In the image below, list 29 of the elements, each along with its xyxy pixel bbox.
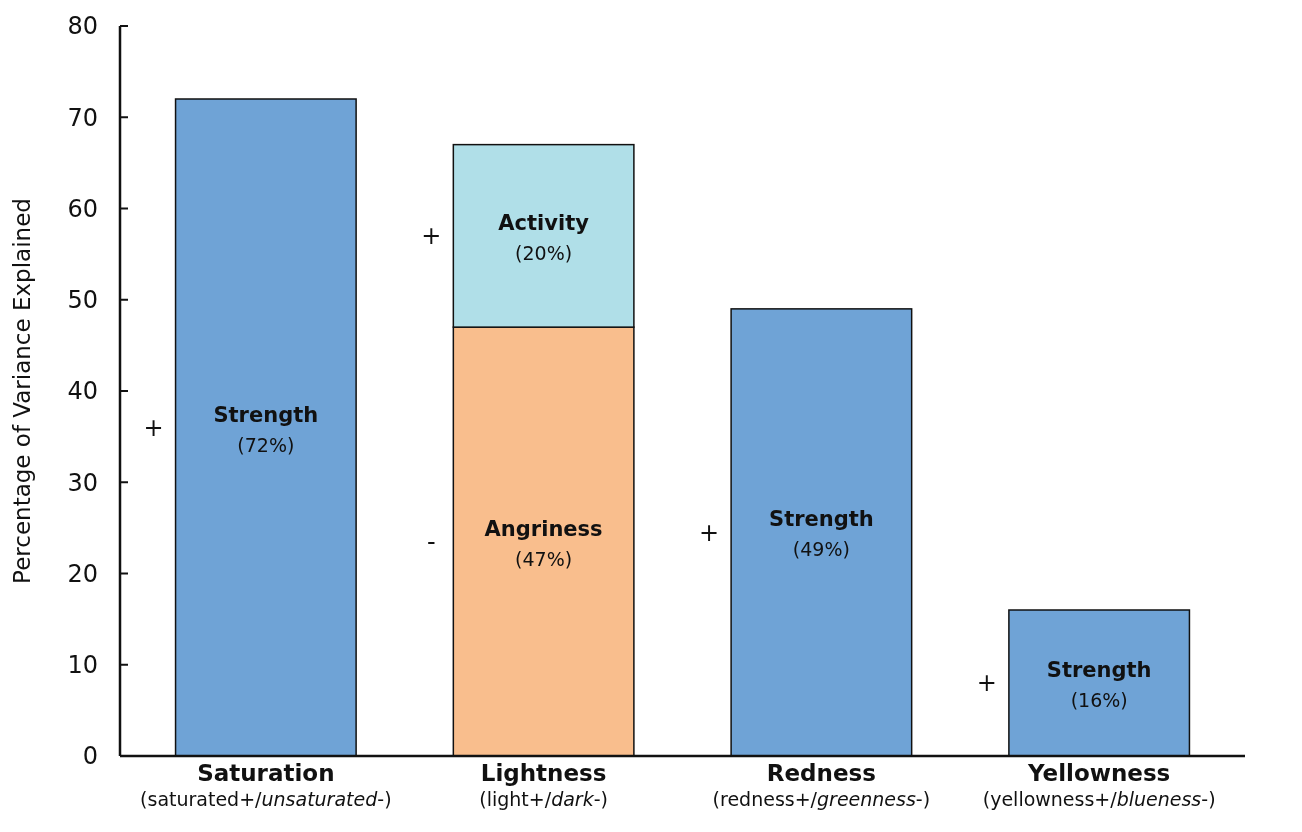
annotation: +	[699, 518, 720, 547]
data-label: (20%)	[515, 241, 573, 264]
series-label: Strength	[769, 507, 874, 532]
y-tick-label: 40	[67, 377, 98, 406]
data-label: (16%)	[1070, 689, 1128, 711]
x-tick-label: Saturation (saturated+/unsaturated-)	[140, 760, 392, 810]
x-tick-label: Lightness (light+/dark-)	[479, 760, 608, 810]
annotation: +	[976, 669, 997, 698]
data-label: (49%)	[792, 538, 850, 561]
text: Strength	[1046, 658, 1152, 682]
x-tick-label: Redness (redness+/greenness-)	[712, 760, 931, 810]
x-tick-label: Yellowness (yellowness+/blueness-)	[982, 760, 1216, 810]
y-axis-title: Percentage of Variance Explained	[9, 198, 35, 584]
annotation: -	[427, 527, 436, 556]
y-tick-label: 10	[67, 651, 98, 680]
annotation: +	[421, 222, 442, 251]
y-tick-label: 80	[67, 12, 98, 41]
text: Strength	[213, 402, 319, 427]
y-tick-label: 30	[67, 468, 98, 497]
y-tick-label: 50	[67, 286, 98, 315]
data-label: (47%)	[515, 547, 573, 570]
series-label: Activity	[498, 210, 590, 235]
y-tick-label: 20	[67, 559, 98, 588]
series-label: Angriness	[484, 516, 603, 541]
annotation: +	[143, 413, 164, 442]
y-tick-label: 60	[67, 194, 98, 223]
y-tick-label: 70	[67, 103, 98, 132]
data-label: (72%)	[237, 433, 295, 456]
y-tick-label: 0	[82, 742, 98, 771]
